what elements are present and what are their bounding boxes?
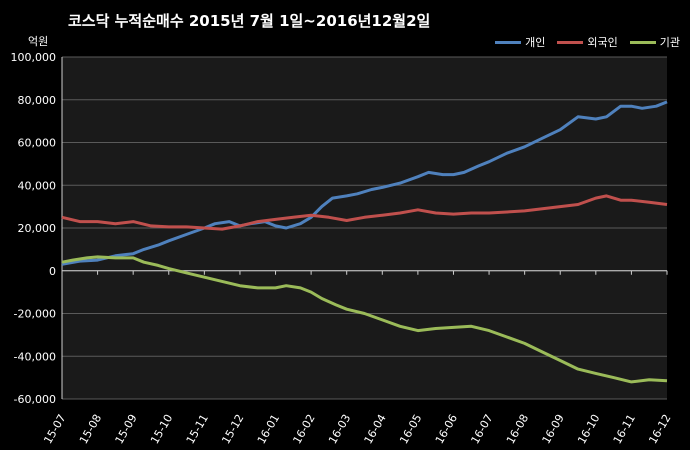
series-line-외국인 [61,194,668,231]
y-tick-label: 20,000 [18,222,57,235]
x-tick-label: 15-08 [77,412,104,446]
x-tick-label: 16-11 [611,412,638,446]
x-tick-label: 16-12 [646,412,673,446]
x-tick-label: 15-10 [148,412,175,446]
legend-item: 외국인 [557,34,618,50]
y-tick-label: 80,000 [18,94,57,107]
legend-label: 개인 [525,36,546,49]
legend-item: 개인 [495,34,545,50]
chart-title: 코스닥 누적순매수 2015년 7월 1일~2016년12월2일 [68,12,431,30]
x-tick-label: 16-06 [433,412,460,446]
x-tick-label: 16-07 [468,412,495,446]
y-tick-label: -40,000 [14,350,56,363]
x-tick-label: 16-08 [504,412,531,446]
series-line-개인 [61,100,668,266]
x-tick-label: 15-12 [219,412,246,446]
x-tick-label: 16-10 [575,412,602,446]
x-tick-label: 15-11 [184,412,211,446]
y-tick-label: 100,000 [11,51,57,64]
legend-swatch [629,40,656,44]
y-tick-label: -20,000 [14,308,56,321]
y-tick-label: 40,000 [18,179,57,192]
x-tick-label: 16-03 [326,412,353,446]
legend: 개인 외국인 기관 [495,34,680,50]
y-tick-label: -60,000 [14,393,56,406]
y-axis-unit-label: 억원 [28,35,49,48]
x-tick-label: 15-09 [113,412,140,446]
legend-label: 외국인 [587,36,618,49]
series-line-기관 [61,255,668,384]
x-tick-label: 16-05 [397,412,424,446]
x-tick-label: 16-01 [255,412,282,446]
legend-label: 기관 [659,36,680,49]
legend-swatch [495,40,522,44]
x-tick-label: 16-02 [290,412,317,446]
legend-swatch [557,40,584,44]
x-tick-label: 15-07 [41,412,68,446]
x-tick-label: 16-04 [362,412,389,446]
legend-item: 기관 [629,34,680,50]
y-tick-label: 60,000 [18,137,57,150]
x-tick-label: 16-09 [540,412,567,446]
y-tick-label: 0 [49,265,56,278]
